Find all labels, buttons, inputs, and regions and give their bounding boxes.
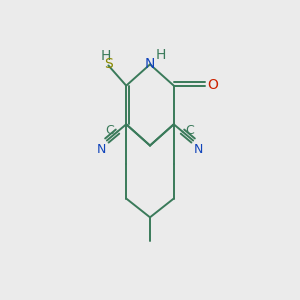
Text: C: C <box>106 124 115 136</box>
Text: S: S <box>105 57 113 71</box>
Text: H: H <box>156 49 166 62</box>
Text: N: N <box>145 57 155 71</box>
Text: N: N <box>194 143 203 156</box>
Text: C: C <box>185 124 194 136</box>
Text: O: O <box>207 78 218 92</box>
Text: N: N <box>97 143 106 156</box>
Text: H: H <box>100 49 111 63</box>
